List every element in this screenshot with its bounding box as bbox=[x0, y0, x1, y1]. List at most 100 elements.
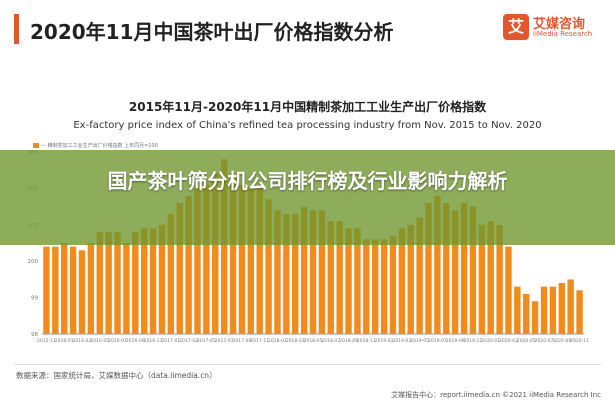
bar-2017-03 bbox=[185, 195, 192, 334]
bar-2017-06 bbox=[212, 173, 219, 334]
bar-2019-03 bbox=[398, 228, 406, 334]
bar-2020-08 bbox=[549, 286, 557, 334]
bar-2017-11 bbox=[256, 188, 263, 334]
bar-2016-10 bbox=[140, 228, 148, 334]
bar-2019-10 bbox=[460, 202, 468, 334]
x-tick-label: 2017-01 bbox=[161, 338, 180, 344]
bar-2016-04 bbox=[87, 243, 95, 334]
bar-2017-02 bbox=[176, 202, 183, 334]
x-tick-label: 2019-09 bbox=[446, 338, 465, 344]
x-tick-label: 2016-09 bbox=[126, 338, 145, 344]
bar-2020-07 bbox=[540, 286, 548, 334]
bar-2018-02 bbox=[283, 213, 290, 334]
footer-divider bbox=[14, 364, 601, 365]
bar-2020-03 bbox=[505, 246, 512, 334]
x-tick-label: 2020-05 bbox=[517, 338, 536, 344]
bar-2017-10 bbox=[247, 188, 255, 334]
bar-2016-08 bbox=[123, 243, 130, 334]
bar-2017-08 bbox=[229, 177, 237, 334]
bar-2015-11 bbox=[43, 246, 50, 334]
chart-legend: — 精制茶加工工业生产出厂价格指数 上年同月=100 bbox=[33, 142, 158, 149]
bar-2017-05 bbox=[203, 184, 210, 334]
banner-headline: 国产茶叶筛分机公司排行榜及行业影响力解析 bbox=[107, 169, 508, 193]
headline-banner bbox=[0, 150, 615, 245]
y-tick-label: 100 bbox=[28, 259, 39, 265]
bar-2018-07 bbox=[327, 221, 334, 334]
data-source: 数据来源：国家统计局，艾媒数据中心（data.iimedia.cn） bbox=[16, 371, 217, 380]
bar-2017-01 bbox=[167, 213, 175, 334]
bar-2018-06 bbox=[318, 210, 326, 334]
bar-2016-03 bbox=[78, 250, 86, 334]
bar-2019-08 bbox=[443, 202, 450, 334]
copyright-notice: 艾媒报告中心：report.iimedia.cn ©2021 iiMedia R… bbox=[391, 391, 601, 399]
bar-2017-12 bbox=[265, 199, 272, 334]
bar-2016-01 bbox=[61, 243, 68, 334]
x-tick-label: 2019-07 bbox=[428, 338, 447, 344]
x-tick-label: 2019-01 bbox=[375, 338, 394, 344]
chart-subtitle: Ex-factory price index of China's refine… bbox=[73, 120, 542, 131]
bar-2018-04 bbox=[300, 206, 308, 334]
x-tick-label: 2016-01 bbox=[55, 338, 74, 344]
bar-2020-01 bbox=[487, 221, 494, 334]
x-tick-label: 2020-01 bbox=[481, 338, 500, 344]
brand-subname: iiMedia Research bbox=[533, 30, 593, 38]
bar-2018-10 bbox=[354, 228, 361, 334]
bar-2018-08 bbox=[336, 221, 343, 334]
x-tick-label: 2020-03 bbox=[499, 338, 518, 344]
bar-2018-05 bbox=[309, 210, 317, 334]
x-tick-label: 2018-07 bbox=[321, 338, 340, 344]
bar-2016-07 bbox=[114, 232, 121, 334]
x-tick-label: 2017-07 bbox=[215, 338, 234, 344]
x-tick-label: 2018-03 bbox=[286, 338, 305, 344]
x-tick-label: 2019-05 bbox=[410, 338, 429, 344]
bar-2016-02 bbox=[69, 246, 77, 334]
report-header: 2020年11月中国茶叶出厂价格指数分析 艾 艾媒咨询 iiMedia Rese… bbox=[0, 0, 615, 62]
x-tick-label: 2017-03 bbox=[179, 338, 198, 344]
bar-2020-09 bbox=[558, 283, 565, 334]
x-tick-label: 2018-11 bbox=[357, 338, 376, 344]
bar-2019-09 bbox=[451, 210, 459, 334]
bar-2020-02 bbox=[496, 224, 503, 334]
x-tick-label: 2015-11 bbox=[37, 338, 56, 344]
x-tick-label: 2018-09 bbox=[339, 338, 358, 344]
x-tick-label: 2020-07 bbox=[535, 338, 554, 344]
bar-2018-12 bbox=[371, 239, 379, 334]
bar-2015-12 bbox=[52, 246, 59, 334]
bar-2018-03 bbox=[292, 213, 299, 334]
bar-2019-07 bbox=[434, 195, 441, 334]
x-tick-label: 2018-01 bbox=[268, 338, 287, 344]
x-tick-label: 2016-07 bbox=[108, 338, 127, 344]
x-tick-label: 2020-11 bbox=[570, 338, 589, 344]
bar-2020-06 bbox=[531, 301, 539, 334]
bar-2019-12 bbox=[478, 224, 486, 334]
x-tick-label: 2020-09 bbox=[552, 338, 571, 344]
bar-2017-07 bbox=[220, 159, 228, 334]
title-accent-bar bbox=[14, 14, 19, 44]
bar-2020-10 bbox=[567, 279, 574, 334]
x-tick-label: 2019-11 bbox=[464, 338, 483, 344]
x-tick-label: 2016-05 bbox=[90, 338, 109, 344]
bar-2017-04 bbox=[194, 188, 201, 334]
bar-2019-06 bbox=[425, 202, 432, 334]
bar-2016-11 bbox=[149, 228, 157, 334]
legend-label: — 精制茶加工工业生产出厂价格指数 上年同月=100 bbox=[41, 143, 158, 149]
x-tick-label: 2016-03 bbox=[73, 338, 92, 344]
bar-2018-01 bbox=[274, 210, 281, 334]
bar-2019-05 bbox=[416, 217, 423, 334]
bar-2016-12 bbox=[158, 224, 166, 334]
bar-2017-09 bbox=[238, 184, 246, 334]
x-tick-label: 2017-11 bbox=[250, 338, 269, 344]
bar-2016-06 bbox=[105, 232, 112, 334]
y-tick-label: 98 bbox=[31, 332, 38, 338]
bar-2016-09 bbox=[132, 232, 139, 334]
bar-2019-01 bbox=[380, 239, 388, 334]
x-tick-label: 2018-05 bbox=[304, 338, 323, 344]
chart-title: 2015年11月-2020年11月中国精制茶加工工业生产出厂价格指数 bbox=[128, 100, 487, 114]
bar-2020-04 bbox=[514, 286, 521, 334]
y-tick-label: 99 bbox=[31, 296, 38, 302]
report-title: 2020年11月中国茶叶出厂价格指数分析 bbox=[30, 20, 394, 44]
brand-name: 艾媒咨询 bbox=[533, 17, 586, 32]
x-tick-label: 2019-03 bbox=[392, 338, 411, 344]
bar-2016-05 bbox=[96, 232, 103, 334]
bar-2020-11 bbox=[576, 290, 583, 334]
